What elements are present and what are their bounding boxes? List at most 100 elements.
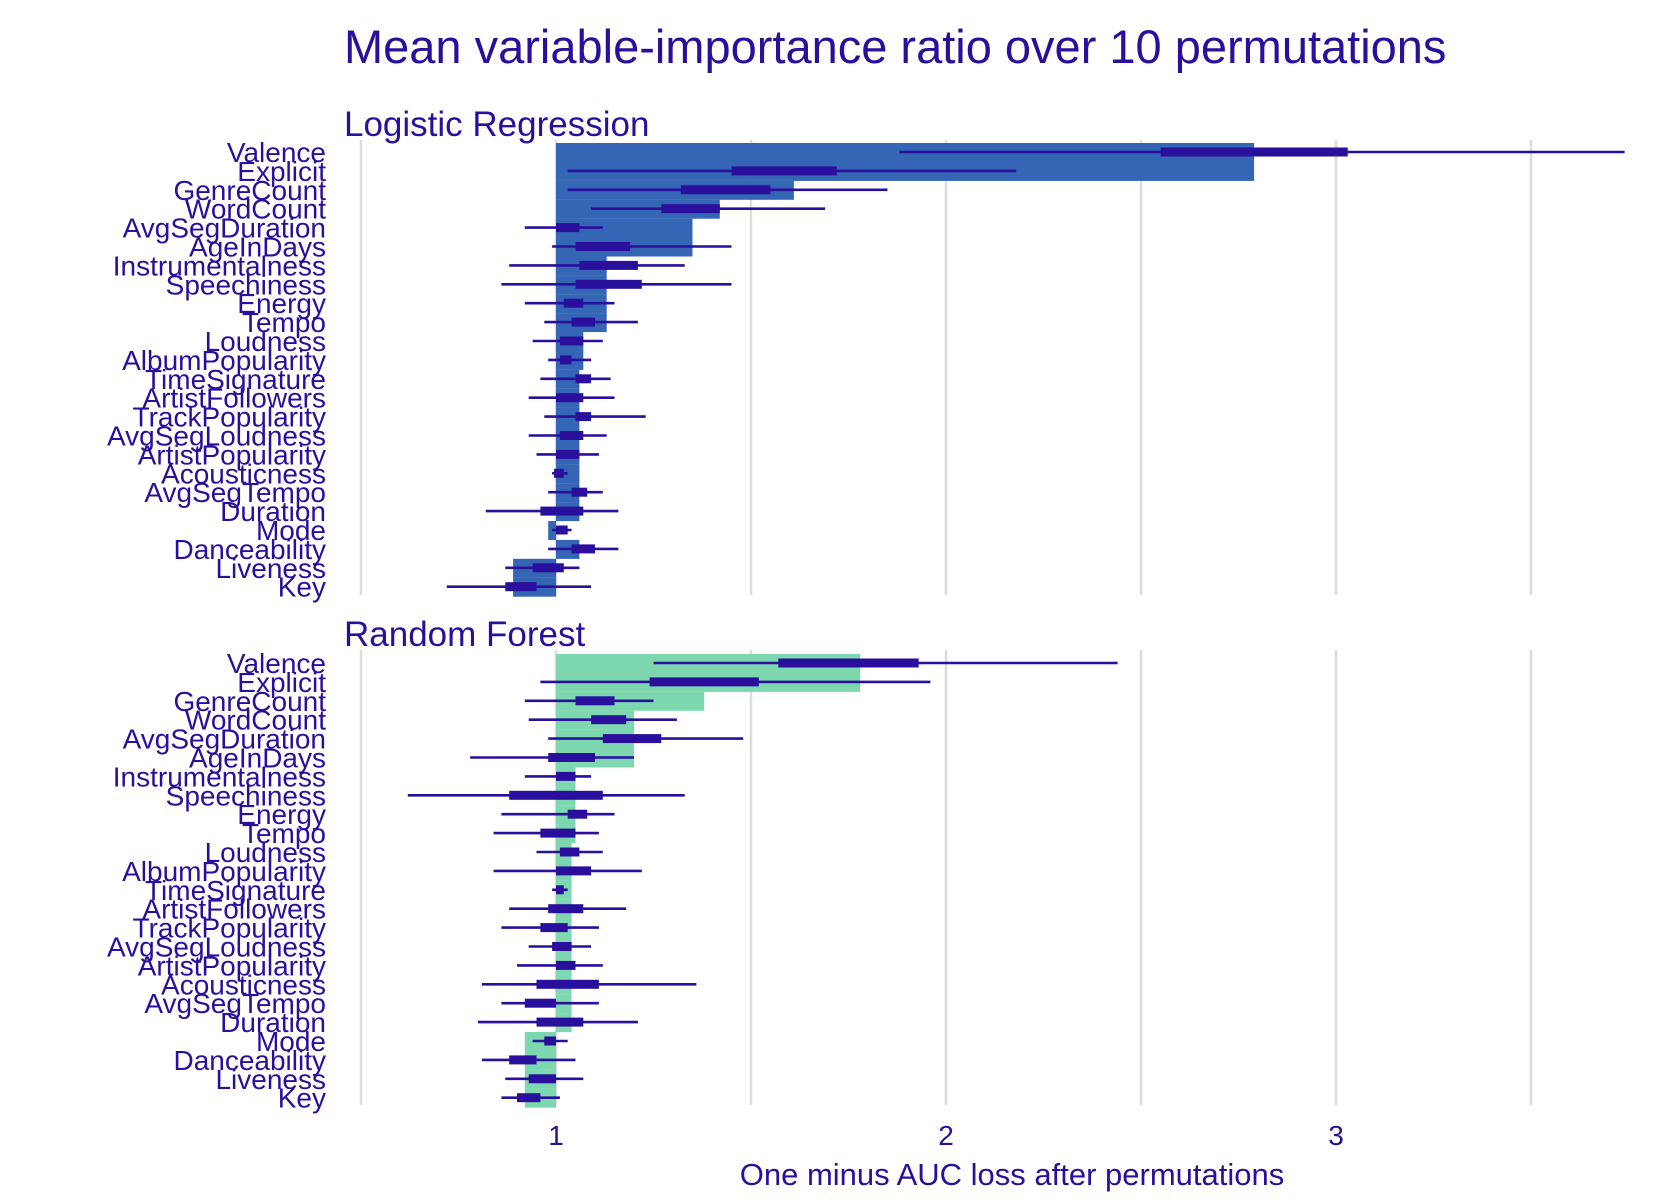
y-tick-label: WordCount [185,194,326,225]
y-tick-label: Speechiness [166,269,326,300]
box [532,563,564,573]
panel-title-random-forest: Random Forest [344,615,585,654]
box [556,393,584,403]
panel-random-forest: Random Forest ValenceExplicitGenreCountW… [107,615,1118,1114]
box [556,885,564,895]
y-tick-label: WordCount [185,705,326,736]
y-tick-label: Liveness [215,553,326,584]
box [536,979,599,989]
y-tick-label: Loudness [205,326,326,357]
y-tick-label: GenreCount [173,686,326,717]
box [559,336,584,346]
x-tick-label: 3 [1328,1120,1344,1151]
y-tick-label: Key [278,572,326,603]
y-tick-label: Tempo [242,307,326,338]
box [591,715,627,725]
box [540,828,576,838]
gridlines [359,140,1533,1105]
box [571,317,595,327]
y-tick-label: Explicit [237,156,326,187]
box [505,582,537,592]
y-tick-label: TimeSignature [145,364,326,395]
box [778,658,919,668]
box [575,242,631,251]
box [559,847,580,857]
y-tick-label: TimeSignature [145,875,326,906]
box [559,355,572,365]
box [559,431,584,440]
box [540,506,584,516]
bar [556,218,693,238]
box [575,374,592,384]
y-tick-label: Explicit [237,667,326,698]
y-tick-label: Duration [220,496,326,527]
y-tick-label: ArtistPopularity [138,950,326,981]
box [556,960,576,970]
y-tick-label: Loudness [205,837,326,868]
y-tick-label: Danceability [173,1045,326,1076]
y-tick-label: AvgSegLoudness [107,932,326,963]
y-tick-label: Valence [227,137,326,168]
y-tick-label: Energy [237,288,326,319]
y-tick-label: GenreCount [173,175,326,206]
box [509,1055,537,1065]
y-tick-label: Instrumentalness [113,761,326,792]
y-tick-label: TrackPopularity [133,402,326,433]
x-tick-label: 1 [548,1120,564,1151]
y-tick-label: Instrumentalness [113,250,326,281]
box [552,942,572,951]
box [544,1036,556,1046]
box [556,866,592,876]
box [536,1017,584,1027]
box [575,696,615,706]
box [680,185,771,195]
box [517,1093,541,1103]
y-tick-label: Tempo [242,818,326,849]
y-tick-label: Acousticness [161,969,326,1000]
box [548,753,595,762]
y-tick-label: AvgSegTempo [144,988,326,1019]
box [661,204,720,214]
y-tick-label: AvgSegDuration [123,213,326,244]
y-tick-label: ArtistPopularity [138,439,326,470]
panel-title-logistic-regression: Logistic Regression [344,105,649,144]
y-tick-label: AvgSegDuration [123,724,326,755]
y-tick-label: Liveness [215,1064,326,1095]
box [556,771,576,781]
box [524,998,556,1008]
box [554,468,564,478]
x-axis-ticks: 1 2 3 [548,1120,1344,1151]
y-tick-label: AvgSegLoudness [107,421,326,452]
y-tick-label: Danceability [173,534,326,565]
box [548,904,584,914]
y-tick-label: Mode [256,515,326,546]
box [571,487,588,497]
box [602,734,662,744]
box [563,298,584,308]
box [579,260,638,270]
y-tick-label: AlbumPopularity [122,345,326,376]
y-tick-label: ArtistFollowers [142,383,326,414]
panel-logistic-regression: Logistic Regression ValenceExplicitGenre… [107,105,1625,603]
y-tick-label: Acousticness [161,458,326,489]
box [567,809,588,819]
y-tick-label: AlbumPopularity [122,856,326,887]
box [556,223,580,233]
y-tick-label: Valence [227,648,326,679]
box [528,1074,556,1084]
y-tick-label: TrackPopularity [133,913,326,944]
box [575,412,592,422]
y-tick-label: Mode [256,1026,326,1057]
x-axis-label: One minus AUC loss after permutations [740,1157,1284,1192]
box [1160,147,1348,157]
y-tick-label: AgeInDays [189,743,326,774]
box [571,544,595,554]
box [509,790,603,800]
box [731,166,837,176]
y-tick-label: ArtistFollowers [142,894,326,925]
y-tick-label: AgeInDays [189,232,326,263]
box [540,923,568,933]
y-tick-label: Speechiness [166,780,326,811]
box [556,449,580,459]
box [649,677,759,687]
